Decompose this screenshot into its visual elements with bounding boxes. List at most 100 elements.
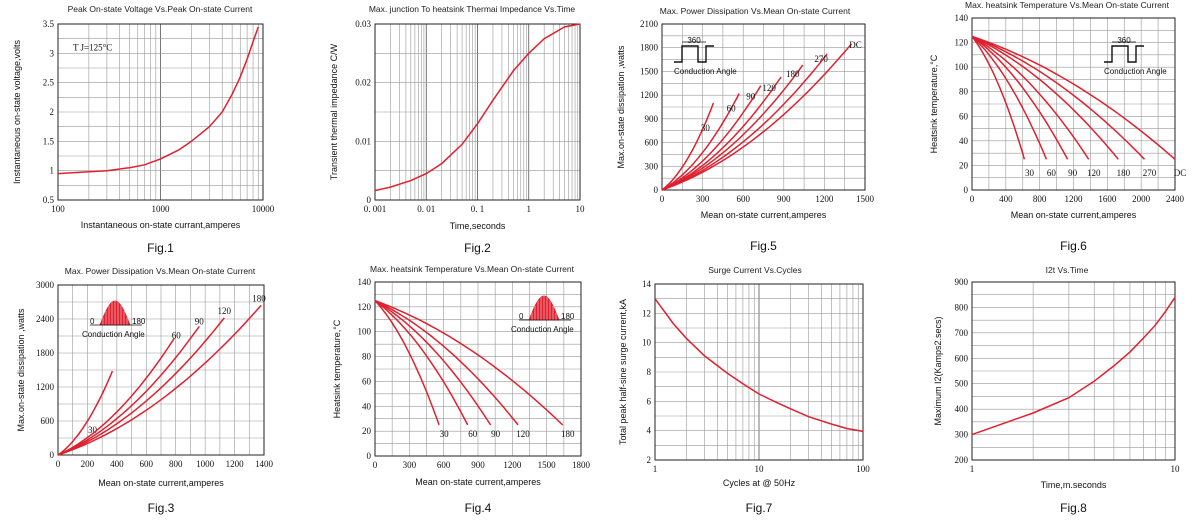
series-label: 270 bbox=[814, 54, 828, 64]
x-axis-label: Mean on-state current,amperes bbox=[1011, 210, 1137, 220]
plot-frame bbox=[374, 23, 581, 201]
y-tick-label: 1500 bbox=[640, 66, 659, 76]
plot-frame bbox=[654, 283, 864, 461]
x-tick-label: 200 bbox=[81, 459, 95, 469]
y-tick-label: 8 bbox=[647, 367, 652, 377]
figure-label: Fig.1 bbox=[147, 241, 174, 255]
plot-frame bbox=[971, 17, 1176, 191]
inset-caption: Conduction Angle bbox=[674, 67, 737, 76]
x-tick-label: 1600 bbox=[1098, 194, 1117, 204]
y-tick-label: 1.5 bbox=[43, 136, 55, 146]
y-tick-label: 80 bbox=[362, 352, 372, 362]
y-axis-label: Maximum I2(Kamps2.secs) bbox=[933, 316, 943, 425]
series-label: 180 bbox=[1117, 168, 1131, 178]
y-tick-label: 10 bbox=[642, 338, 652, 348]
y-tick-label: 14 bbox=[642, 279, 652, 289]
y-tick-label: 6 bbox=[647, 396, 652, 406]
series-line-30 bbox=[661, 102, 715, 191]
inset-right-label: 180 bbox=[132, 317, 146, 326]
series-line-i2t bbox=[971, 296, 1176, 436]
y-tick-label: 2 bbox=[50, 107, 55, 117]
y-tick-label: 0 bbox=[50, 450, 55, 460]
series-line-60 bbox=[971, 35, 1048, 160]
y-tick-label: 140 bbox=[955, 13, 969, 23]
series-label: 90 bbox=[1068, 168, 1078, 178]
x-tick-label: 2400 bbox=[1166, 194, 1185, 204]
series-label: 60 bbox=[172, 330, 182, 340]
series-label: 90 bbox=[195, 316, 205, 326]
series-label: 120 bbox=[762, 83, 776, 93]
series-line-zth bbox=[374, 23, 581, 192]
y-tick-label: 20 bbox=[362, 426, 372, 436]
y-axis-label: Heatsink temperature,°C bbox=[929, 54, 939, 153]
chart-fig6: 0 400 800 1200 1600 2000 2400 0 20 40 60 80 100 120 14… bbox=[929, 0, 1186, 253]
y-tick-label: 800 bbox=[955, 302, 969, 312]
x-tick-label: 1000 bbox=[196, 459, 215, 469]
inset-period-label: 360 bbox=[1117, 36, 1131, 45]
y-tick-label: 1200 bbox=[36, 382, 55, 392]
x-tick-label: 1 bbox=[653, 464, 658, 474]
x-axis-label: Mean on-state current,amperes bbox=[415, 477, 541, 487]
x-axis-label: Time,m.seconds bbox=[1041, 480, 1107, 490]
inset-right-label: 180 bbox=[561, 312, 575, 321]
series-line-270 bbox=[971, 35, 1146, 160]
y-tick-label: 0 bbox=[964, 185, 969, 195]
inset-caption: Conduction Angle bbox=[82, 330, 145, 339]
series-line-180 bbox=[661, 64, 804, 191]
y-tick-label: 900 bbox=[645, 114, 659, 124]
series-line-120 bbox=[57, 317, 225, 456]
y-tick-label: 0 bbox=[367, 451, 372, 461]
y-tick-label: 3 bbox=[50, 48, 55, 58]
series-label: 60 bbox=[727, 104, 737, 114]
x-axis-label: Time,seconds bbox=[450, 221, 506, 231]
series-line-90 bbox=[661, 85, 762, 191]
series-label: 120 bbox=[516, 429, 530, 439]
y-tick-label: 4 bbox=[647, 426, 652, 436]
y-tick-label: 40 bbox=[959, 136, 969, 146]
y-tick-label: 2.5 bbox=[43, 78, 55, 88]
series-line-30 bbox=[971, 35, 1026, 160]
x-tick-label: 1800 bbox=[572, 460, 591, 470]
series-line-60 bbox=[661, 93, 740, 191]
chart-title: Max. junction To heatsink Thermai Impeda… bbox=[369, 4, 576, 14]
series-label: 180 bbox=[786, 69, 800, 79]
x-tick-label: 1500 bbox=[856, 194, 875, 204]
y-tick-label: 0.02 bbox=[355, 78, 371, 88]
series-label: 120 bbox=[1087, 168, 1101, 178]
series-label: 180 bbox=[252, 293, 266, 303]
x-tick-label: 900 bbox=[471, 460, 485, 470]
series-label: 60 bbox=[468, 429, 478, 439]
x-tick-label: 0 bbox=[970, 194, 975, 204]
plot-frame bbox=[374, 281, 582, 457]
y-tick-label: 20 bbox=[959, 160, 969, 170]
conduction-angle-inset: 360 Conduction Angle bbox=[1104, 36, 1167, 76]
y-tick-label: 300 bbox=[645, 161, 659, 171]
chart-fig8: 1 10 200 300 400 500 600 700 800 900 I2t Vs.Time Ti… bbox=[933, 265, 1180, 515]
x-tick-label: 1 bbox=[970, 464, 975, 474]
series-line-120 bbox=[661, 76, 782, 191]
figure-label: Fig.8 bbox=[1060, 501, 1087, 515]
series-label: DC bbox=[849, 40, 862, 50]
series-line-180 bbox=[374, 299, 564, 426]
series-label: 120 bbox=[218, 306, 232, 316]
chart-title: Peak On-state Voltage Vs.Peak On-state C… bbox=[68, 4, 253, 14]
x-tick-label: 1400 bbox=[255, 459, 274, 469]
conduction-angle-inset: 360 Conduction Angle bbox=[674, 36, 737, 76]
series-line-180 bbox=[57, 304, 262, 456]
figure-label: Fig.6 bbox=[1060, 239, 1087, 253]
chart-title: Max. Power Dissipation Vs.Mean On-state … bbox=[65, 266, 256, 276]
square-wave-icon bbox=[1104, 45, 1144, 63]
x-axis-label: Mean on-state current,amperes bbox=[701, 210, 827, 220]
y-tick-label: 2400 bbox=[36, 314, 55, 324]
series-line-vtm bbox=[57, 26, 260, 175]
y-tick-label: 0.5 bbox=[43, 195, 55, 205]
series-label: 270 bbox=[1143, 168, 1157, 178]
y-axis-label: Max.on-state dissipation ,watts bbox=[16, 308, 26, 432]
x-tick-label: 10 bbox=[755, 464, 765, 474]
series-line-dc bbox=[661, 43, 853, 191]
chart-fig3: 0 200 400 600 800 1000 1200 1400060012001800240… bbox=[16, 266, 274, 515]
x-tick-label: 300 bbox=[696, 194, 710, 204]
chart-title: Max. Power Dissipation Vs.Mean On-state … bbox=[660, 6, 851, 16]
chart-fig5: 0 300 600 900 1200 1500 0 300 600 900 1200 1500 1800… bbox=[616, 6, 875, 253]
series-label: 30 bbox=[88, 425, 98, 435]
